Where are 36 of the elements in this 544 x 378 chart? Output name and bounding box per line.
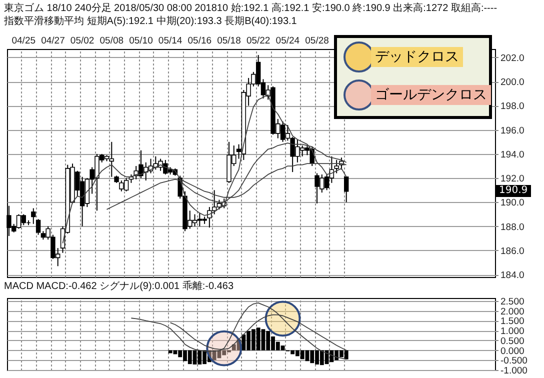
y-tick-label: 194.0 xyxy=(500,149,524,160)
chart-subtitle: 指数平滑移動平均 短期A(5):192.1 中期(20):193.3 長期B(40):193.1 xyxy=(4,15,297,28)
y-tick-label: 188.0 xyxy=(500,222,524,233)
y-tick-label: 198.0 xyxy=(500,101,524,112)
x-tick-label: 05/22 xyxy=(246,36,270,46)
x-tick-label: 05/24 xyxy=(276,36,300,46)
y-tick-label: 0.500 xyxy=(500,336,524,347)
x-tick-label: 05/02 xyxy=(70,36,94,46)
x-tick-label: 04/25 xyxy=(12,36,36,46)
chart-title: 東京ゴム 18/10 240分足 2018/05/30 08:00 201810 始:192.1 高:192.1 安:190.0 終:190.9 出来高:1272 取組高:---- xyxy=(4,2,498,15)
y-tick-label: 200.0 xyxy=(500,77,524,88)
y-tick-label: 1.000 xyxy=(500,326,524,338)
x-tick-label: 04/27 xyxy=(41,36,65,46)
x-tick-label: 05/16 xyxy=(188,36,212,46)
y-tick-label: 190.0 xyxy=(500,198,524,209)
y-tick-label: -1.000 xyxy=(500,366,528,376)
y-tick-label: 2.500 xyxy=(500,296,524,308)
y-tick-label: -0.500 xyxy=(500,356,528,367)
y-tick-label: 186.0 xyxy=(500,246,524,257)
annotation: 190.9 xyxy=(496,185,531,198)
annotation: ゴールデンクロス xyxy=(371,85,491,105)
y-tick-label: 2.000 xyxy=(500,306,524,318)
chart-title: MACD MACD:-0.462 シグナル(9):0.001 乖離:-0.463 xyxy=(4,280,234,293)
x-tick-label: 05/08 xyxy=(100,36,124,46)
y-tick-label: 192.0 xyxy=(500,174,524,185)
x-tick-label: 05/14 xyxy=(158,36,182,46)
y-tick-label: 1.500 xyxy=(500,316,524,328)
y-tick-label: 184.0 xyxy=(500,270,524,282)
x-tick-label: 05/28 xyxy=(305,36,329,46)
x-tick-label: 05/18 xyxy=(217,36,241,46)
y-tick-label: 202.0 xyxy=(500,52,524,64)
note-box: デッドクロス ゴールデンクロス xyxy=(334,35,492,119)
y-tick-label: 0.000 xyxy=(500,346,524,357)
x-tick-label: 05/10 xyxy=(129,36,153,46)
y-tick-label: 196.0 xyxy=(500,125,524,136)
annotation: デッドクロス xyxy=(371,47,463,67)
